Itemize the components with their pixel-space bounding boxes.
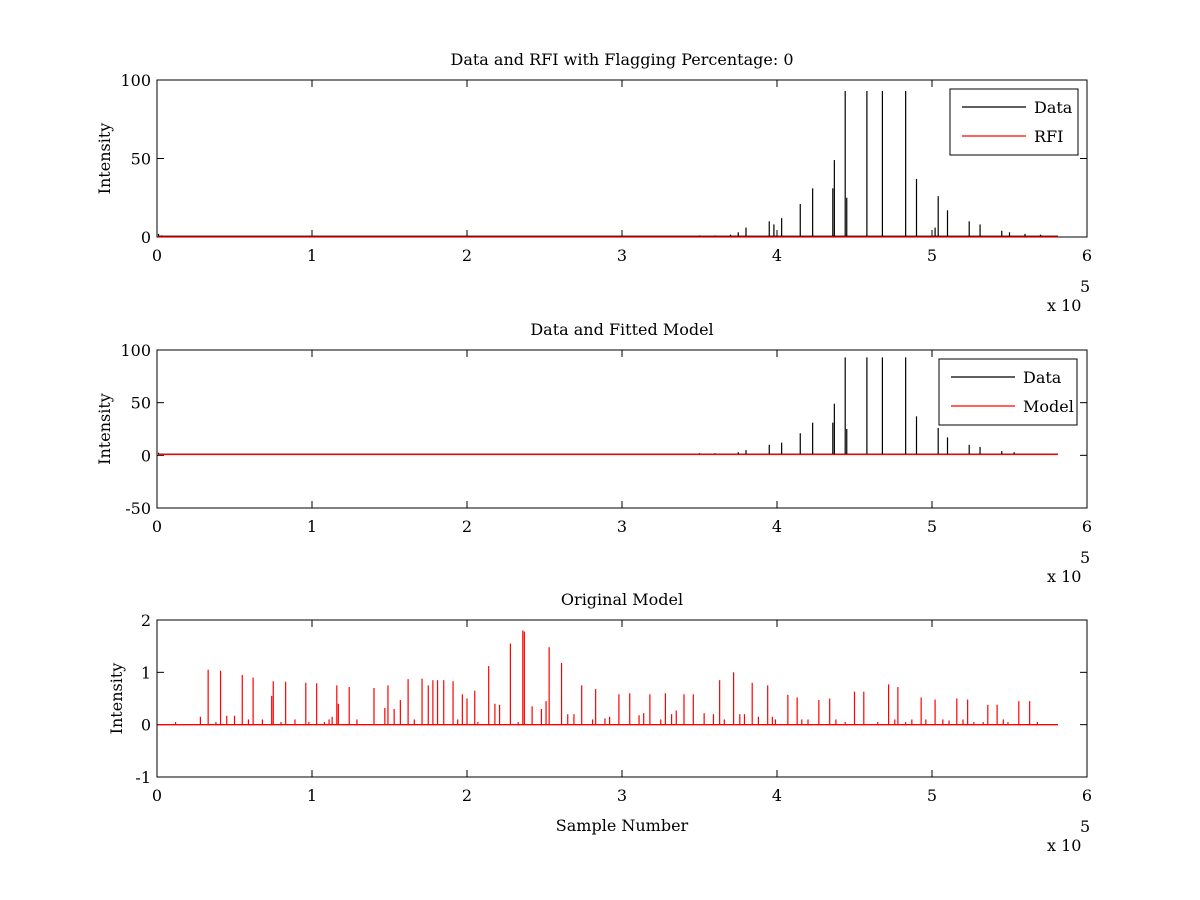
axes-frame: [156, 619, 1088, 778]
x-tick-label: 3: [617, 246, 627, 265]
x-exponent-label: x 10: [1047, 567, 1081, 586]
legend-label: RFI: [1034, 127, 1063, 146]
subplot-1: Data and RFI with Flagging Percentage: 0…: [95, 50, 1092, 315]
y-tick-label: -1: [135, 768, 151, 787]
y-axis-label: Intensity: [95, 393, 114, 465]
x-tick-label: 1: [307, 246, 317, 265]
x-tick-label: 0: [152, 246, 162, 265]
x-tick-label: 0: [152, 517, 162, 536]
y-tick-label: 1: [141, 663, 151, 682]
y-tick-label: 0: [141, 716, 151, 735]
x-exponent-power: 5: [1080, 277, 1090, 296]
x-tick-label: 6: [1082, 786, 1092, 805]
chart-title: Data and RFI with Flagging Percentage: 0: [450, 50, 793, 69]
x-tick-label: 5: [927, 517, 937, 536]
x-exponent-label: x 10: [1047, 836, 1081, 855]
y-axis-label: Intensity: [95, 123, 114, 195]
series-data: [157, 90, 1058, 237]
x-tick-label: 1: [307, 517, 317, 536]
legend: Data RFI: [949, 88, 1079, 156]
legend-box: [938, 358, 1078, 426]
x-tick-label: 0: [152, 786, 162, 805]
y-tick-label: 50: [131, 394, 151, 413]
y-tick-label: 100: [120, 71, 151, 90]
legend-label: Data: [1034, 98, 1073, 117]
x-tick-label: 4: [772, 246, 782, 265]
x-tick-label: 6: [1082, 517, 1092, 536]
chart-title: Original Model: [561, 590, 683, 609]
x-tick-label: 2: [462, 246, 472, 265]
x-tick-label: 5: [927, 246, 937, 265]
x-tick-label: 3: [617, 786, 627, 805]
x-tick-label: 2: [462, 517, 472, 536]
axes-frame: [156, 79, 1088, 238]
legend-box: [949, 88, 1079, 156]
x-axis-label: Sample Number: [556, 816, 689, 835]
x-tick-label: 1: [307, 786, 317, 805]
y-tick-label: 50: [131, 150, 151, 169]
x-tick-label: 4: [772, 517, 782, 536]
x-exponent-power: 5: [1080, 548, 1090, 567]
chart-title: Data and Fitted Model: [530, 320, 713, 339]
legend-label: Data: [1023, 368, 1062, 387]
x-tick-label: 3: [617, 517, 627, 536]
y-tick-label: 0: [141, 446, 151, 465]
x-tick-label: 2: [462, 786, 472, 805]
y-tick-label: 0: [141, 228, 151, 247]
y-tick-label: 100: [120, 341, 151, 360]
y-tick-label: 2: [141, 611, 151, 630]
x-tick-label: 5: [927, 786, 937, 805]
axes-frame: [156, 349, 1088, 509]
series-model-trace: [158, 630, 1058, 726]
legend: Data Model: [938, 358, 1078, 426]
x-exponent-power: 5: [1080, 817, 1090, 836]
legend-label: Model: [1023, 397, 1074, 416]
x-tick-label: 4: [772, 786, 782, 805]
x-tick-label: 6: [1082, 246, 1092, 265]
x-exponent-label: x 10: [1047, 296, 1081, 315]
y-axis-label: Intensity: [107, 663, 126, 735]
y-tick-label: -50: [125, 499, 151, 518]
